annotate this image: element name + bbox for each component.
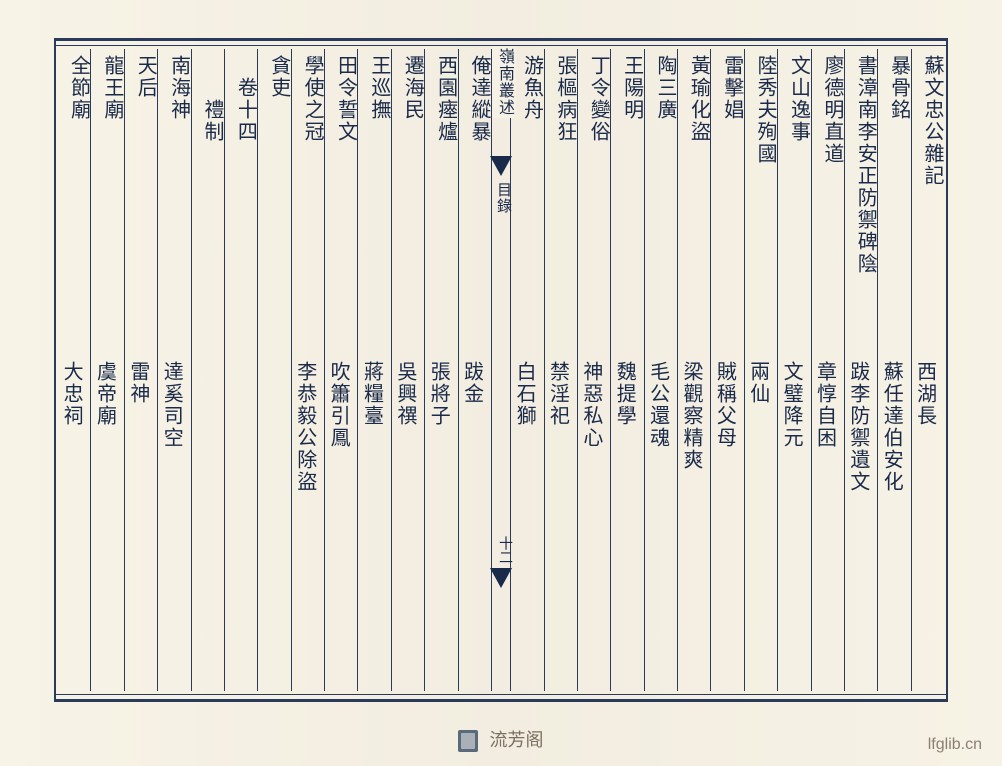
columns-container: 蘇文忠公雜記西湖長暴骨銘蘇任達伯安化書漳南李安正防禦碑陰跋李防禦遺文廖德明直道章… — [58, 49, 944, 691]
column: 南海神達奚司空 — [157, 49, 190, 691]
column: 丁令變俗神惡私心 — [577, 49, 610, 691]
entry-bottom: 達奚司空 — [160, 361, 181, 449]
entry-top: 蘇文忠公雜記 — [914, 55, 942, 187]
entry-bottom: 虞帝廟 — [93, 361, 114, 427]
column: 學使之冠李恭毅公除盜 — [291, 49, 324, 691]
entry-top: 貪吏 — [260, 55, 288, 99]
entry-bottom: 毛公還魂 — [647, 361, 668, 449]
column: 龍王廟虞帝廟 — [90, 49, 123, 691]
spine-column — [491, 49, 510, 691]
column: 暴骨銘蘇任達伯安化 — [877, 49, 910, 691]
entry-bottom: 兩仙 — [747, 361, 768, 405]
entry-bottom: 賊稱父母 — [713, 361, 734, 449]
entry-bottom: 跋金 — [461, 361, 482, 405]
column: 陸秀夫殉國兩仙 — [744, 49, 777, 691]
entry-bottom: 禁淫祀 — [547, 361, 568, 427]
entry-top: 天后 — [127, 55, 155, 99]
column: 雷擊娼賊稱父母 — [710, 49, 743, 691]
entry-bottom: 李恭毅公除盜 — [294, 361, 315, 493]
entry-bottom: 梁觀察精爽 — [680, 361, 701, 471]
entry-top: 游魚舟 — [513, 55, 541, 121]
entry-bottom: 吹簫引鳳 — [327, 361, 348, 449]
entry-top: 田令誓文 — [327, 55, 355, 143]
inner-border-top — [56, 45, 946, 47]
entry-top: 全節廟 — [60, 55, 88, 121]
column: 蘇文忠公雜記西湖長 — [911, 49, 944, 691]
entry-bottom: 西湖長 — [914, 361, 935, 427]
entry-top: 黃瑜化盜 — [680, 55, 708, 143]
column: 游魚舟白石獅 — [510, 49, 543, 691]
entry-top: 龍王廟 — [93, 55, 121, 121]
entry-top: 西園瘞爐 — [427, 55, 455, 143]
entry-top: 禮制 — [194, 99, 222, 143]
entry-bottom: 白石獅 — [513, 361, 534, 427]
entry-top: 雷擊娼 — [713, 55, 741, 121]
entry-bottom: 神惡私心 — [580, 361, 601, 449]
entry-top: 廖德明直道 — [814, 55, 842, 165]
column: 西園瘞爐張將子 — [424, 49, 457, 691]
column: 卷十四 — [224, 49, 257, 691]
entry-top: 陶三廣 — [647, 55, 675, 121]
column: 全節廟大忠祠 — [58, 49, 90, 691]
entry-bottom: 蔣糧臺 — [360, 361, 381, 427]
entry-bottom: 跋李防禦遺文 — [847, 361, 868, 493]
column: 王陽明魏提學 — [610, 49, 643, 691]
column: 田令誓文吹簫引鳳 — [324, 49, 357, 691]
column: 王巡撫蔣糧臺 — [357, 49, 390, 691]
column: 張樞病狂禁淫祀 — [544, 49, 577, 691]
entry-bottom: 吳興禩 — [394, 361, 415, 427]
entry-bottom: 魏提學 — [613, 361, 634, 427]
column: 文山逸事文璧降元 — [777, 49, 810, 691]
entry-top: 王陽明 — [613, 55, 641, 121]
entry-top: 俺達縱暴 — [461, 55, 489, 143]
entry-bottom: 張將子 — [427, 361, 448, 427]
column: 黃瑜化盜梁觀察精爽 — [677, 49, 710, 691]
column: 廖德明直道章惇自困 — [811, 49, 844, 691]
column: 天后雷神 — [124, 49, 157, 691]
entry-bottom: 文璧降元 — [780, 361, 801, 449]
text-frame: 蘇文忠公雜記西湖長暴骨銘蘇任達伯安化書漳南李安正防禦碑陰跋李防禦遺文廖德明直道章… — [54, 38, 948, 702]
entry-top: 陸秀夫殉國 — [747, 55, 775, 165]
column: 貪吏 — [257, 49, 290, 691]
entry-top: 王巡撫 — [360, 55, 388, 121]
entry-top: 丁令變俗 — [580, 55, 608, 143]
inner-border-bottom — [56, 693, 946, 695]
entry-top: 暴骨銘 — [880, 55, 908, 121]
entry-top: 南海神 — [160, 55, 188, 121]
entry-bottom: 雷神 — [127, 361, 148, 405]
entry-top: 學使之冠 — [294, 55, 322, 143]
entry-top: 張樞病狂 — [547, 55, 575, 143]
column: 遷海民吳興禩 — [391, 49, 424, 691]
entry-bottom: 蘇任達伯安化 — [880, 361, 901, 493]
column: 俺達縱暴跋金 — [458, 49, 491, 691]
column: 陶三廣毛公還魂 — [644, 49, 677, 691]
column: 禮制 — [191, 49, 224, 691]
entry-top: 卷十四 — [227, 77, 255, 143]
entry-top: 文山逸事 — [780, 55, 808, 143]
entry-bottom: 大忠祠 — [60, 361, 81, 427]
entry-bottom: 章惇自困 — [814, 361, 835, 449]
column: 書漳南李安正防禦碑陰跋李防禦遺文 — [844, 49, 877, 691]
entry-top: 遷海民 — [394, 55, 422, 121]
entry-top: 書漳南李安正防禦碑陰 — [847, 55, 875, 275]
